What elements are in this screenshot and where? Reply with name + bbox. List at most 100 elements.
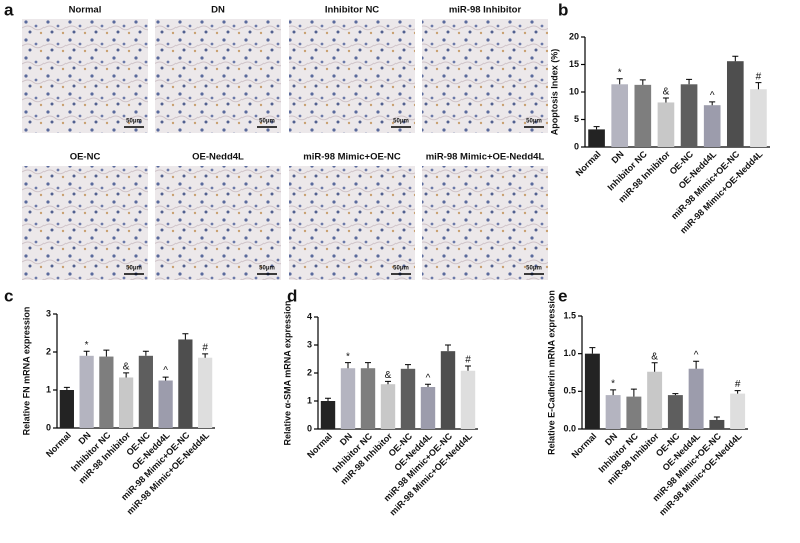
panel-label: b [558,0,568,19]
micrograph [422,166,548,280]
error-bar [686,78,693,85]
panel-label: c [4,286,13,305]
significance-marker: & [385,370,392,381]
y-tick-label: 1 [46,384,51,394]
bar [59,390,74,428]
error-bar [734,390,741,394]
significance-marker: ^ [426,373,431,384]
error-bar [83,350,90,356]
error-bar [662,97,669,103]
y-tick-label: 20 [569,31,579,41]
image-title: DN [211,5,225,16]
bar [703,105,721,147]
error-bar [325,397,331,401]
bar [340,368,356,429]
bar [611,84,629,147]
significance-marker: ^ [710,91,715,102]
scale-label: 50μm [526,266,542,272]
y-tick-label: 0.0 [563,423,576,433]
error-bar [123,372,130,378]
bar [626,396,642,429]
bar [647,371,663,429]
image-title: miR-98 Mimic+OE-Nedd4L [426,152,545,163]
error-bar [589,347,596,354]
panel-label: a [4,0,14,19]
x-tick-label: DN [610,149,626,165]
significance-marker: * [85,340,89,351]
bar [79,355,94,428]
y-tick-label: 2 [46,346,51,356]
image-title: Inhibitor NC [325,5,379,16]
bar [667,395,683,429]
bar [320,401,336,429]
bar [99,356,114,428]
scale-label: 50μm [393,119,409,125]
significance-marker: * [346,351,350,362]
x-tick-label: Normal [44,430,73,459]
y-axis-label: Apoptosis Index (%) [549,49,559,136]
bar [119,377,134,428]
y-axis-label: Relative α-SMA mRNA expression [282,301,292,446]
error-bar [142,350,149,356]
error-bar [616,78,623,85]
bar [605,395,621,429]
error-bar [405,364,411,369]
error-bar [593,126,600,130]
error-bar [709,101,716,106]
bar [634,84,652,147]
x-tick-label: Normal [569,431,598,460]
y-tick-label: 3 [46,308,51,318]
error-bar [425,383,431,387]
y-tick-label: 1 [307,395,312,405]
y-axis-label: Relative E-Cadherin mRNA expression [546,290,556,455]
scale-label: 50μm [259,266,275,272]
bar [360,368,376,429]
image-title: Normal [69,5,102,16]
x-tick-label: DN [338,431,354,447]
micrograph [289,19,415,133]
error-bar [63,386,70,390]
y-tick-label: 5 [574,114,579,124]
bar [440,351,456,429]
image-title: miR-98 Mimic+OE-NC [303,152,401,163]
y-tick-label: 0 [46,422,51,432]
error-bar [465,365,471,371]
error-bar [630,388,637,397]
bar [730,393,746,429]
significance-marker: * [618,67,622,78]
bar [380,384,396,429]
bar [726,61,744,148]
error-bar [651,362,658,372]
bar [584,353,600,429]
micrograph [155,166,281,280]
bar [657,102,675,147]
significance-marker: ^ [163,366,168,377]
y-tick-label: 2 [307,367,312,377]
micrograph [289,166,415,280]
bar [588,129,605,147]
micrograph [22,166,148,280]
bar [680,84,698,147]
error-bar [693,360,700,369]
error-bar [732,55,739,62]
significance-marker: * [611,378,615,389]
image-title: OE-Nedd4L [192,152,244,163]
bar [198,357,213,428]
bar [709,419,725,429]
y-tick-label: 15 [569,59,579,69]
panel-label: e [558,286,567,305]
significance-marker: ^ [694,350,699,361]
y-tick-label: 0 [574,141,579,151]
y-tick-label: 1.0 [563,348,576,358]
error-bar [755,82,762,90]
scale-label: 50μm [126,266,142,272]
error-bar [345,362,351,369]
y-tick-label: 0 [307,423,312,433]
error-bar [385,380,391,385]
error-bar [713,416,720,420]
micrograph [422,19,548,133]
panel-label: d [287,286,297,305]
y-tick-label: 4 [307,311,312,321]
y-tick-label: 0.5 [563,386,576,396]
y-tick-label: 10 [569,86,579,96]
